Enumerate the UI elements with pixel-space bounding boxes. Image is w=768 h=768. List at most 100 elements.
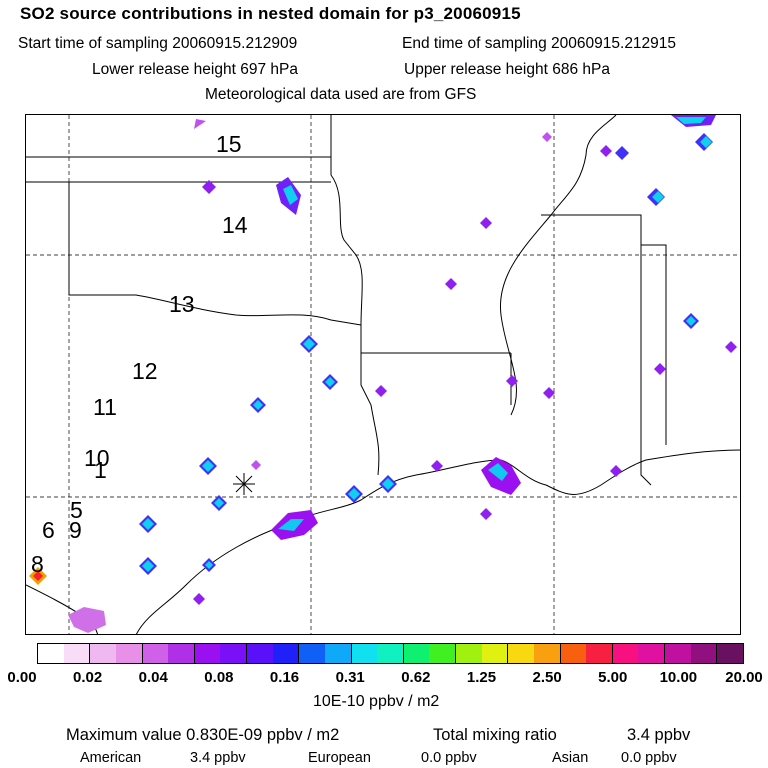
max-value: Maximum value 0.830E-09 ppbv / m2 (66, 726, 340, 744)
color-scale-tick: 5.00 (598, 669, 628, 686)
asian-label: Asian (552, 750, 589, 766)
map-svg (26, 115, 740, 634)
traj-label-11: 11 (93, 394, 117, 420)
color-scale-tick: 10.00 (659, 669, 698, 686)
color-swatch (299, 644, 325, 663)
conc-blob (283, 185, 298, 205)
color-scale-tick: 0.04 (138, 669, 168, 686)
conc-diamond (325, 377, 335, 387)
end-time: End time of sampling 20060915.212915 (402, 35, 677, 52)
concentration-cells (68, 115, 716, 633)
total-mixing-label: Total mixing ratio (433, 726, 557, 744)
color-scale-units: 10E-10 ppbv / m2 (313, 693, 440, 710)
conc-diamond (654, 363, 666, 375)
color-swatch (351, 644, 378, 663)
concentration-diamonds (29, 132, 737, 605)
conc-diamond (253, 400, 263, 410)
conc-blob (488, 463, 508, 481)
grid-lines (26, 115, 740, 634)
coastline (26, 449, 740, 634)
conc-diamond (480, 217, 492, 229)
conc-diamond (480, 508, 492, 520)
traj-label-8: 8 (31, 551, 44, 577)
color-swatch (324, 644, 352, 663)
start-time: Start time of sampling 20060915.212909 (18, 35, 298, 52)
conc-diamond (348, 488, 360, 500)
color-swatch (220, 644, 247, 663)
conc-diamond (686, 316, 696, 326)
lower-release-height: Lower release height 697 hPa (92, 61, 298, 78)
color-scale-tick: 0.08 (204, 669, 234, 686)
conc-diamond (202, 460, 214, 472)
color-swatch (586, 644, 613, 663)
conc-diamond-max (33, 571, 43, 581)
traj-label-13: 13 (169, 291, 195, 317)
color-scale-tick: 0.00 (7, 669, 37, 686)
color-swatch (247, 644, 273, 663)
color-swatch (533, 644, 561, 663)
color-swatch (90, 644, 116, 663)
conc-blob (278, 519, 304, 531)
color-swatch (508, 644, 534, 663)
conc-blob (676, 117, 706, 124)
conc-diamond (700, 136, 712, 148)
conc-diamond (542, 132, 552, 142)
color-scale-tick: 0.16 (269, 669, 300, 686)
color-swatch (638, 644, 665, 663)
color-scale-tick: 20.00 (725, 669, 763, 686)
color-swatch (403, 644, 430, 663)
conc-diamond (382, 478, 394, 490)
chart-title: SO2 source contributions in nested domai… (20, 4, 521, 23)
color-scale-tick: 0.62 (401, 669, 431, 686)
conc-diamond (615, 146, 629, 160)
conc-diamond (652, 191, 664, 203)
color-swatch (194, 644, 221, 663)
color-swatch (717, 644, 743, 663)
state-boundaries (26, 115, 667, 486)
traj-label-9: 9 (69, 517, 82, 543)
american-value: 3.4 ppbv (190, 750, 246, 766)
color-scale-tick: 1.25 (466, 669, 497, 686)
upper-release-height: Upper release height 686 hPa (404, 61, 610, 78)
traj-label-12: 12 (132, 358, 158, 384)
conc-diamond (600, 145, 612, 157)
conc-diamond (725, 341, 737, 353)
conc-diamond (506, 375, 518, 387)
conc-diamond (303, 338, 315, 350)
conc-blob (194, 119, 206, 129)
color-swatch (168, 644, 195, 663)
european-label: European (308, 750, 371, 766)
traj-label-5: 5 (70, 497, 83, 523)
color-swatch (63, 644, 91, 663)
color-swatch (377, 644, 404, 663)
conc-diamond (375, 385, 387, 397)
color-scale-tick: 0.02 (73, 669, 103, 686)
american-label: American (80, 750, 142, 766)
color-swatch (142, 644, 169, 663)
color-swatch (456, 644, 482, 663)
map-panel: 15 14 13 12 11 10 1 5 6 9 8 (25, 114, 741, 635)
total-mixing-value: 3.4 ppbv (627, 726, 691, 744)
european-value: 0.0 ppbv (421, 750, 477, 766)
met-data-source: Meteorological data used are from GFS (205, 86, 477, 103)
traj-label-6: 6 (42, 517, 55, 543)
color-swatch (38, 644, 64, 663)
conc-diamond (142, 560, 154, 572)
conc-diamond (202, 180, 216, 194)
color-swatch (481, 644, 509, 663)
conc-diamond (193, 593, 205, 605)
conc-diamond (445, 278, 457, 290)
conc-diamond (610, 465, 622, 477)
traj-label-10: 10 (84, 445, 110, 471)
conc-blob (68, 607, 106, 633)
color-swatch (612, 644, 639, 663)
receptor-star (233, 473, 255, 495)
color-swatch (429, 644, 456, 663)
color-scale-tick: 0.31 (335, 669, 365, 686)
color-scale-tick: 2.50 (532, 669, 562, 686)
color-scale-bar (37, 643, 744, 664)
traj-label-14: 14 (222, 212, 248, 238)
conc-diamond (251, 460, 261, 470)
color-swatch (115, 644, 143, 663)
conc-diamond (214, 498, 224, 508)
